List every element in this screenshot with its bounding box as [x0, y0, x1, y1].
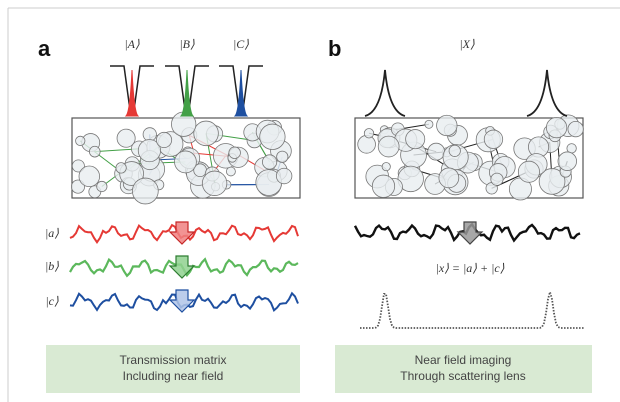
caption: Including near field [123, 369, 224, 383]
scatterer [79, 166, 100, 187]
output-label: |a⟩ [45, 226, 59, 240]
scatterer [132, 178, 158, 204]
output-label: |c⟩ [45, 294, 59, 308]
scatterer [156, 132, 171, 147]
input-label: |A⟩ [124, 37, 140, 51]
arrow [458, 222, 482, 244]
scatterer [425, 120, 433, 128]
input-label: |C⟩ [233, 37, 249, 51]
input-label: |B⟩ [179, 37, 195, 51]
caption: Near field imaging [415, 353, 512, 367]
scatterer [439, 168, 459, 188]
scatterer [449, 145, 460, 156]
scatterer [518, 161, 539, 182]
scatterer [76, 136, 85, 145]
scatterer [382, 162, 390, 170]
scatterer [202, 171, 227, 196]
scatterer [358, 135, 376, 153]
caption: Through scattering lens [400, 369, 525, 383]
input-peak [365, 70, 405, 116]
scatterer [484, 130, 502, 148]
panel-label: a [38, 36, 51, 61]
scatterer [117, 129, 135, 147]
panel-label: b [328, 36, 341, 61]
scatterer [378, 136, 399, 157]
scatterer [260, 124, 285, 149]
input-label: |X⟩ [459, 37, 475, 51]
scatterer [116, 163, 126, 173]
figure: a b |A⟩ |B⟩ |C⟩ |X⟩ |a⟩ |b⟩ |c⟩ |x⟩ = |a… [0, 0, 620, 402]
output-label: |b⟩ [45, 259, 59, 273]
scatterer [143, 128, 156, 141]
scatterer [437, 115, 457, 135]
scatterer [546, 117, 566, 137]
input-peak [527, 70, 567, 116]
scatterer [89, 146, 100, 157]
equation: |x⟩ = |a⟩ + |c⟩ [436, 261, 505, 275]
scatterer [276, 168, 292, 184]
scatterer [364, 129, 373, 138]
arrow [170, 256, 194, 278]
scatterer [277, 151, 288, 162]
caption: Transmission matrix [120, 353, 227, 367]
scatterer [229, 147, 241, 159]
scatterer [491, 173, 503, 185]
scatterer [372, 175, 394, 197]
scatterer [568, 121, 583, 136]
scatterer [428, 143, 445, 160]
image-profile [360, 292, 584, 328]
scatterer [97, 181, 107, 191]
scatterer [262, 155, 276, 169]
scatterer [406, 130, 425, 149]
scatterer [194, 121, 219, 146]
scatterer [175, 151, 197, 173]
drawing [70, 66, 584, 328]
arrow [170, 290, 194, 312]
scatterer [558, 152, 577, 171]
